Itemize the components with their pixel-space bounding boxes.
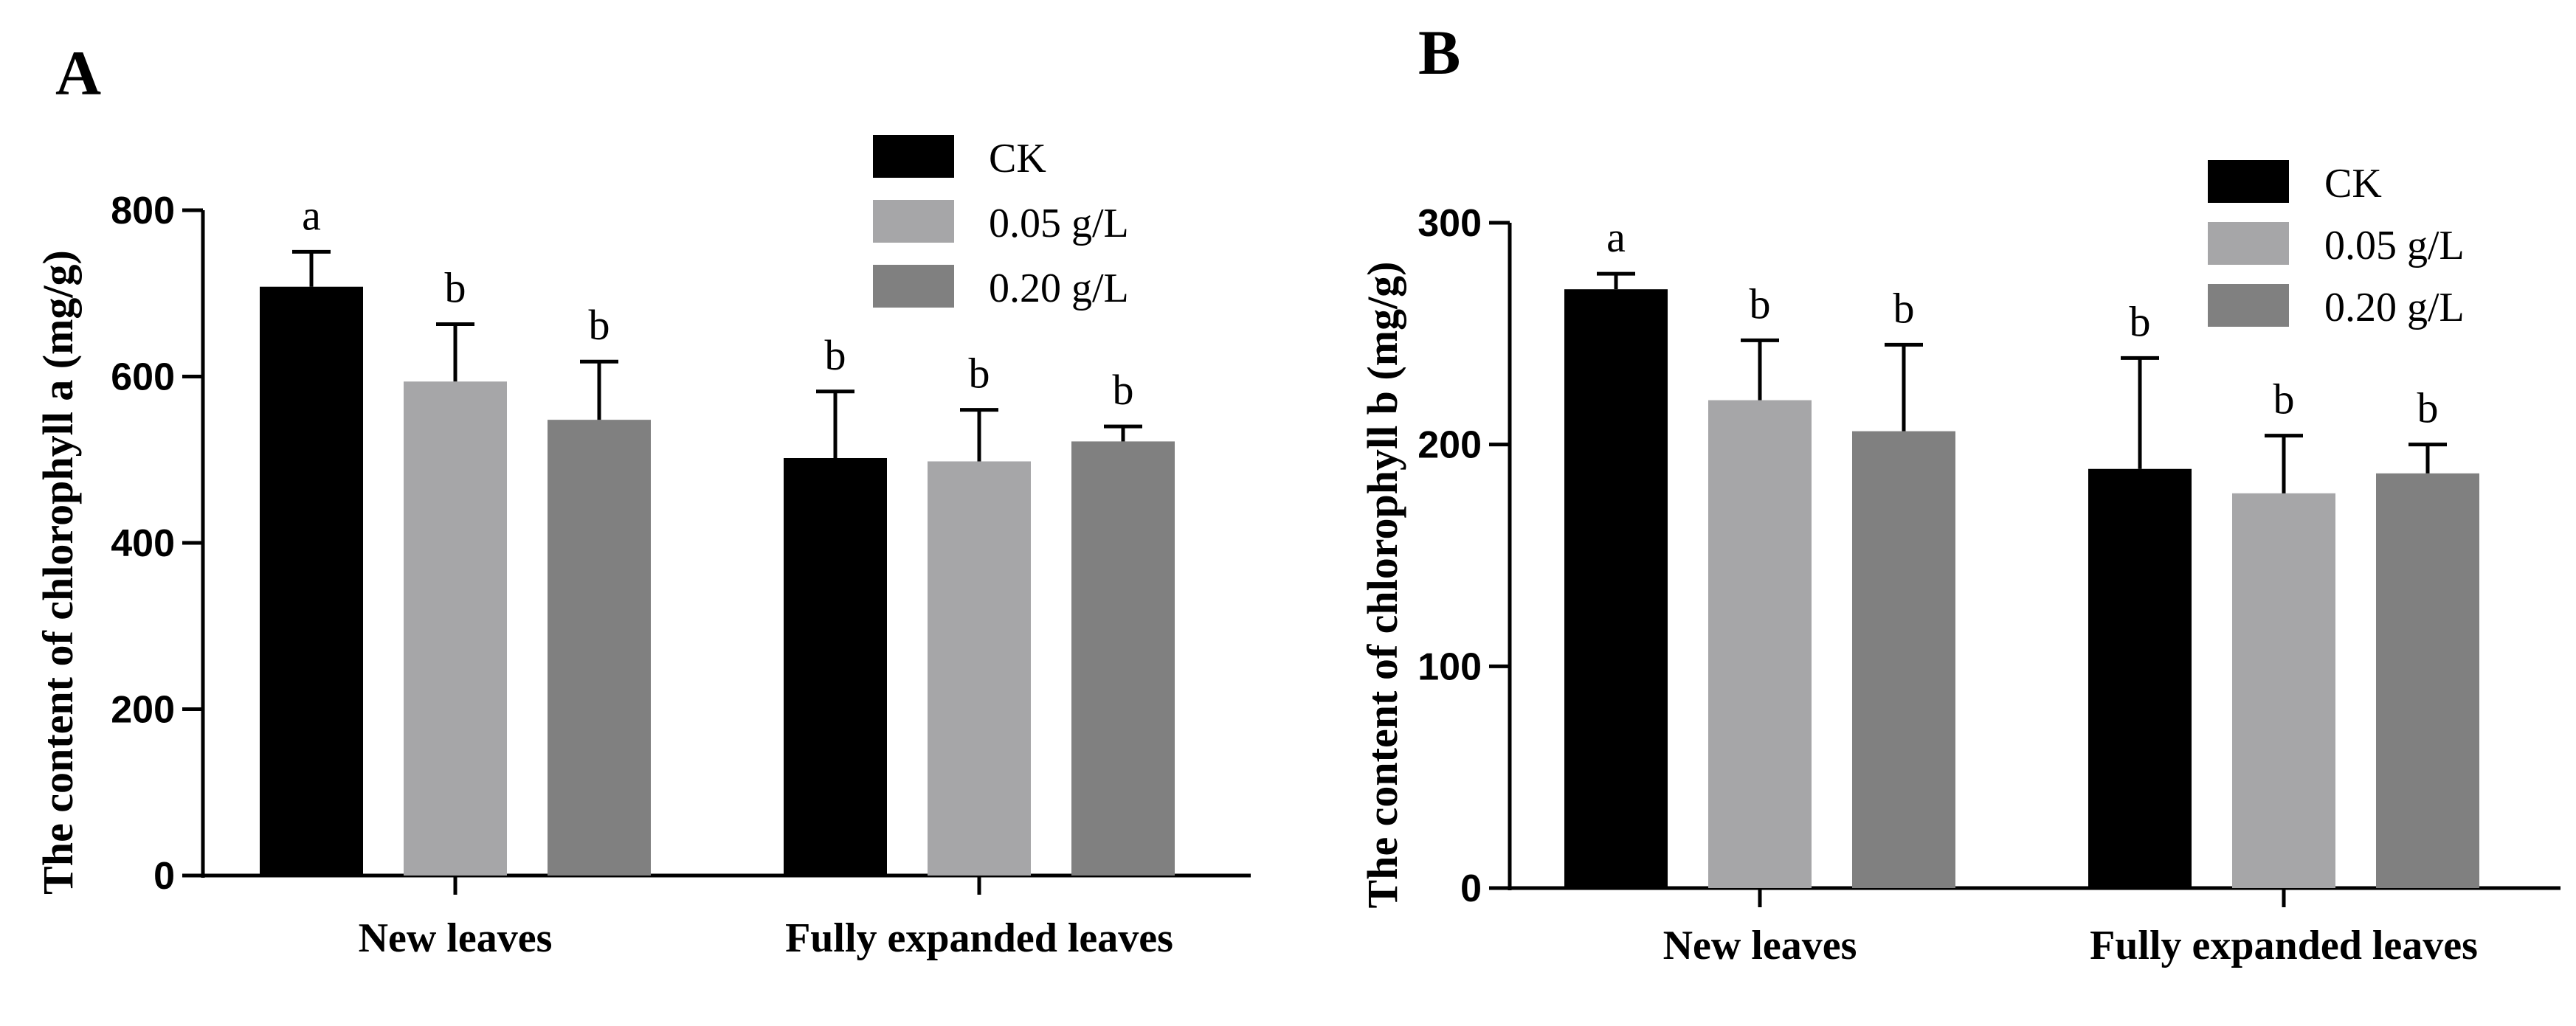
y-tick-label-b: 100	[1418, 645, 1482, 688]
y-tick-label-b: 0	[1460, 867, 1482, 910]
bar-b-series-0-cat-0	[1564, 289, 1668, 888]
legend-label-a: CK	[989, 136, 1046, 181]
legend-label-a: 0.05 g/L	[989, 201, 1129, 246]
legend-swatch-a	[873, 200, 954, 243]
bar-a-series-1-cat-0	[404, 381, 507, 876]
bar-a-series-1-cat-1	[928, 461, 1031, 876]
bar-a-series-2-cat-1	[1071, 441, 1175, 876]
panel-letter-b: B	[1418, 17, 1460, 88]
significance-letter-a: b	[825, 331, 846, 379]
legend-label-b: CK	[2324, 161, 2382, 207]
significance-letter-b: a	[1606, 213, 1626, 261]
bar-a-series-0-cat-0	[260, 286, 363, 876]
x-tick-label-b: New leaves	[1663, 923, 1857, 968]
y-tick-label-a: 600	[111, 356, 175, 399]
y-tick-label-b: 300	[1418, 202, 1482, 245]
y-tick-label-b: 200	[1418, 424, 1482, 467]
bar-b-series-0-cat-1	[2088, 468, 2192, 888]
bar-b-series-2-cat-0	[1852, 431, 1955, 888]
legend-label-a: 0.20 g/L	[989, 266, 1129, 311]
legend-swatch-b	[2208, 222, 2289, 265]
bar-a-series-0-cat-1	[784, 457, 887, 876]
x-tick-label-a: Fully expanded leaves	[785, 915, 1173, 961]
significance-letter-a: b	[969, 350, 990, 398]
significance-letter-a: b	[445, 263, 466, 311]
legend-swatch-b	[2208, 284, 2289, 327]
legend-label-b: 0.05 g/L	[2324, 223, 2465, 268]
y-axis-title-b: The content of chlorophyll b (mg/g)	[1358, 262, 1406, 909]
y-tick-label-a: 800	[111, 190, 175, 232]
significance-letter-b: b	[1750, 280, 1771, 327]
y-axis-title-a: The content of chlorophyll a (mg/g)	[34, 250, 82, 895]
bar-b-series-1-cat-1	[2232, 493, 2335, 888]
bar-b-series-2-cat-1	[2376, 473, 2479, 888]
significance-letter-b: b	[1893, 284, 1915, 332]
chart-panel-a: A 0 200 400 600 800 The content of chlorophyll…	[34, 38, 1251, 961]
significance-letter-b: b	[2273, 375, 2295, 423]
significance-letter-a: b	[589, 301, 610, 349]
significance-letter-a: a	[302, 191, 321, 239]
chart-panel-b: B 0 100 200 300 The content of chlorophyll b …	[1358, 17, 2561, 968]
y-tick-label-a: 0	[153, 855, 175, 898]
panel-letter-a: A	[55, 38, 101, 108]
legend-swatch-b	[2208, 160, 2289, 203]
legend-swatch-a	[873, 135, 954, 178]
bar-a-series-2-cat-0	[548, 420, 651, 876]
y-tick-label-a: 400	[111, 522, 175, 565]
x-tick-label-a: New leaves	[359, 915, 553, 961]
y-tick-label-a: 200	[111, 689, 175, 732]
bar-b-series-1-cat-0	[1708, 400, 1812, 888]
legend-label-b: 0.20 g/L	[2324, 285, 2465, 330]
significance-letter-b: b	[2130, 297, 2151, 345]
significance-letter-a: b	[1113, 366, 1134, 414]
x-tick-label-b: Fully expanded leaves	[2090, 923, 2478, 968]
significance-letter-b: b	[2417, 384, 2439, 432]
legend-swatch-a	[873, 265, 954, 308]
